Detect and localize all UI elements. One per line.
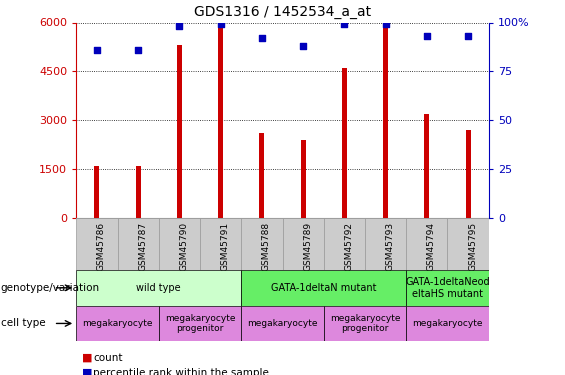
Point: [381, 21, 390, 27]
Bar: [424, 114, 429, 218]
Bar: [447, 217, 489, 270]
Text: GSM45790: GSM45790: [180, 222, 188, 271]
Bar: [342, 68, 347, 218]
Bar: [159, 217, 200, 270]
Bar: [94, 165, 99, 218]
Point: [216, 21, 225, 27]
Point: [340, 21, 349, 27]
Bar: [324, 217, 365, 270]
Bar: [76, 270, 241, 306]
Bar: [200, 217, 241, 270]
Text: GSM45787: GSM45787: [138, 222, 147, 271]
Bar: [282, 217, 324, 270]
Bar: [177, 45, 182, 218]
Point: [299, 43, 308, 49]
Text: GSM45795: GSM45795: [468, 222, 477, 271]
Bar: [406, 270, 489, 306]
Text: megakaryocyte: megakaryocyte: [247, 319, 318, 328]
Bar: [118, 217, 159, 270]
Text: GATA-1deltaN mutant: GATA-1deltaN mutant: [271, 283, 376, 293]
Text: cell type: cell type: [1, 318, 45, 328]
Bar: [466, 130, 471, 218]
Bar: [301, 140, 306, 218]
Bar: [159, 306, 241, 341]
Bar: [136, 165, 141, 218]
Bar: [406, 217, 447, 270]
Bar: [76, 217, 118, 270]
Bar: [365, 217, 406, 270]
Point: [175, 23, 184, 29]
Bar: [218, 26, 223, 217]
Point: [423, 33, 432, 39]
Text: megakaryocyte: megakaryocyte: [412, 319, 483, 328]
Bar: [383, 22, 388, 218]
Point: [464, 33, 473, 39]
Text: wild type: wild type: [137, 283, 181, 293]
Text: GSM45789: GSM45789: [303, 222, 312, 271]
Bar: [406, 306, 489, 341]
Text: ■: ■: [82, 368, 93, 375]
Text: GSM45792: GSM45792: [345, 222, 353, 271]
Point: [258, 35, 267, 41]
Text: megakaryocyte
progenitor: megakaryocyte progenitor: [165, 314, 235, 333]
Text: count: count: [93, 353, 123, 363]
Bar: [241, 217, 282, 270]
Bar: [241, 306, 324, 341]
Text: GSM45791: GSM45791: [220, 222, 229, 271]
Bar: [76, 306, 159, 341]
Point: [93, 47, 102, 53]
Text: ■: ■: [82, 353, 93, 363]
Text: megakaryocyte: megakaryocyte: [82, 319, 153, 328]
Text: GSM45786: GSM45786: [97, 222, 106, 271]
Text: GATA-1deltaNeod
eltaHS mutant: GATA-1deltaNeod eltaHS mutant: [405, 277, 490, 298]
Point: [134, 47, 142, 53]
Text: GSM45793: GSM45793: [386, 222, 394, 271]
Bar: [241, 270, 406, 306]
Text: megakaryocyte
progenitor: megakaryocyte progenitor: [330, 314, 400, 333]
Text: GSM45788: GSM45788: [262, 222, 271, 271]
Title: GDS1316 / 1452534_a_at: GDS1316 / 1452534_a_at: [194, 5, 371, 19]
Text: genotype/variation: genotype/variation: [1, 283, 99, 293]
Text: GSM45794: GSM45794: [427, 222, 436, 271]
Bar: [324, 306, 406, 341]
Text: percentile rank within the sample: percentile rank within the sample: [93, 368, 269, 375]
Bar: [259, 133, 264, 218]
